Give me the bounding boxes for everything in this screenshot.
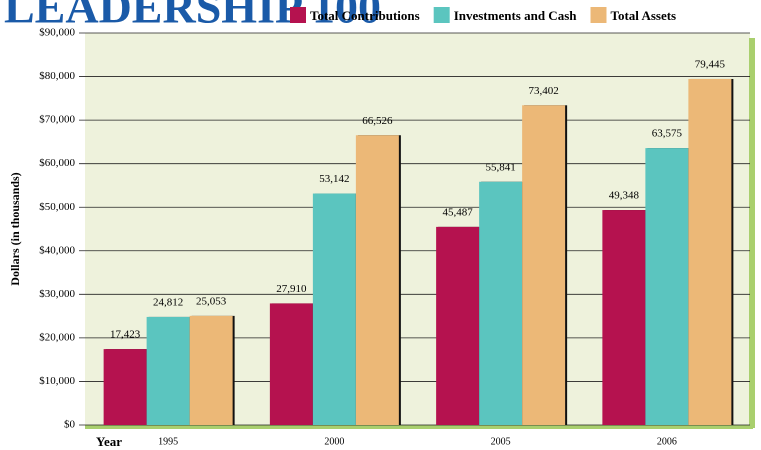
y-axis-label: Dollars (in thousands)	[8, 172, 22, 285]
y-tick-label: $0	[64, 419, 76, 431]
value-label: 49,348	[609, 190, 640, 202]
value-label: 27,910	[276, 283, 307, 295]
value-label: 55,841	[486, 161, 516, 173]
y-tick-label: $80,000	[39, 70, 75, 82]
y-tick-label: $90,000	[39, 27, 75, 39]
value-label: 25,053	[196, 295, 227, 307]
y-tick-label: $30,000	[39, 288, 75, 300]
bar	[436, 226, 480, 425]
y-tick-label: $70,000	[39, 114, 75, 126]
value-label: 73,402	[529, 85, 559, 97]
value-label: 66,526	[362, 115, 393, 127]
value-label: 24,812	[153, 296, 183, 308]
legend-label: Investments and Cash	[454, 8, 578, 23]
legend-swatch	[433, 7, 450, 23]
bar	[479, 181, 523, 425]
legend-swatch	[590, 7, 607, 23]
bar	[312, 193, 356, 425]
legend-swatch	[290, 7, 306, 23]
x-tick-label: 2006	[657, 436, 677, 447]
y-tick-label: $20,000	[39, 331, 75, 343]
bar	[103, 349, 147, 425]
value-label: 45,487	[443, 206, 474, 218]
value-label: 79,445	[695, 59, 726, 71]
x-tick-label: 1995	[158, 436, 178, 447]
bar	[269, 303, 313, 425]
x-tick-label: 2000	[324, 436, 344, 447]
legend-label: Total Assets	[611, 8, 677, 23]
bar	[645, 148, 689, 425]
y-tick-label: $10,000	[39, 375, 75, 387]
bar	[146, 316, 190, 425]
bar	[189, 315, 233, 425]
bar	[688, 78, 732, 425]
y-tick-label: $50,000	[39, 201, 75, 213]
y-tick-label: $40,000	[39, 244, 75, 256]
legend-label: Total Contributions	[310, 8, 420, 23]
x-axis-label: Year	[96, 434, 122, 449]
plot-base	[85, 425, 753, 429]
y-tick-label: $60,000	[39, 157, 75, 169]
plot-edge	[749, 38, 755, 428]
chart-title: LEADERSHIP 100	[4, 0, 381, 33]
x-tick-label: 2005	[491, 436, 511, 447]
value-label: 53,142	[319, 173, 349, 185]
bar	[602, 210, 646, 425]
value-label: 17,423	[110, 329, 141, 341]
value-label: 63,575	[652, 128, 683, 140]
bar	[355, 135, 399, 425]
bar	[522, 105, 566, 425]
